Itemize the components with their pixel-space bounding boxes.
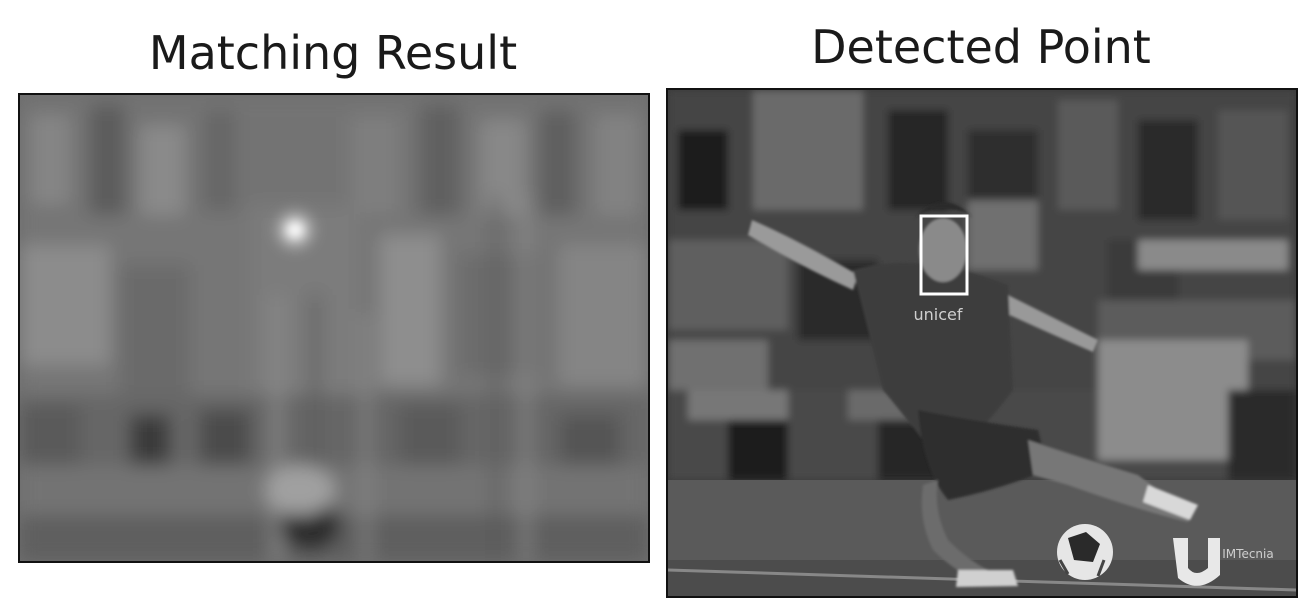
- detected-point-image: unicef IMTecnia: [666, 88, 1298, 598]
- football: [1057, 524, 1113, 580]
- watermark-logo: [1173, 538, 1220, 586]
- detection-bounding-box: [919, 214, 969, 296]
- player-figure: [748, 201, 1198, 587]
- jersey-sponsor-text: unicef: [914, 305, 963, 324]
- matching-result-heatmap: [20, 95, 648, 561]
- football-player-photo: unicef IMTecnia: [668, 90, 1296, 596]
- matching-result-title: Matching Result: [148, 26, 518, 80]
- detected-point-title: Detected Point: [811, 20, 1151, 74]
- watermark-text: IMTecnia: [1222, 547, 1273, 561]
- matching-result-image: [18, 93, 650, 563]
